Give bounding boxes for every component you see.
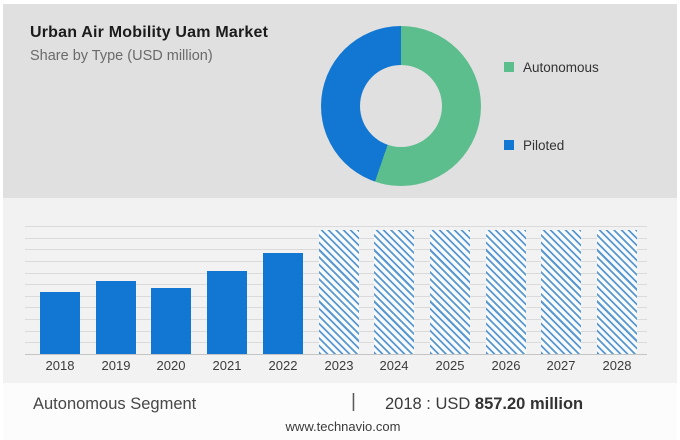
bar-2019 — [96, 281, 136, 354]
bar-2026-forecast — [486, 230, 526, 354]
bar-2025-forecast — [430, 230, 470, 354]
x-axis-labels: 2018 2019 2020 2021 2022 2023 2024 2025 2026 2027… — [25, 358, 647, 376]
x-tick-label-2026: 2026 — [491, 358, 521, 373]
bar-2021 — [207, 271, 247, 354]
donut-hole — [360, 65, 442, 147]
bar-chart-plot-area — [25, 226, 647, 355]
x-tick-label-2025: 2025 — [435, 358, 465, 373]
x-tick-label-2021: 2021 — [212, 358, 242, 373]
page-subtitle: Share by Type (USD million) — [30, 48, 213, 64]
legend-item-piloted: Piloted — [504, 137, 565, 153]
segment-label: Autonomous Segment — [33, 395, 197, 413]
x-tick-label-2018: 2018 — [45, 358, 75, 373]
market-value: 2018 : USD 857.20 million — [385, 395, 583, 414]
x-tick-label-2027: 2027 — [546, 358, 576, 373]
value-prefix: 2018 : USD — [385, 395, 475, 413]
x-axis-line — [25, 354, 647, 355]
bar-chart-panel: 2018 2019 2020 2021 2022 2023 2024 2025 2026 2027… — [3, 198, 677, 383]
gridline — [25, 226, 647, 227]
bar-2023-forecast — [319, 230, 359, 354]
legend-swatch-green — [504, 62, 514, 72]
legend-item-autonomous: Autonomous — [504, 59, 599, 75]
value-amount: 857.20 million — [474, 395, 584, 413]
legend-label-piloted: Piloted — [523, 137, 565, 153]
bar-2027-forecast — [541, 230, 581, 354]
x-tick-label-2020: 2020 — [156, 358, 186, 373]
legend-swatch-blue — [504, 140, 514, 150]
x-tick-label-2019: 2019 — [101, 358, 131, 373]
separator-bar: | — [351, 391, 356, 412]
bar-2024-forecast — [374, 230, 414, 354]
x-tick-label-2022: 2022 — [268, 358, 298, 373]
donut-chart — [321, 26, 481, 186]
legend-label-autonomous: Autonomous — [523, 59, 599, 75]
header-panel: Urban Air Mobility Uam Market Share by T… — [3, 4, 677, 198]
footer-panel: Autonomous Segment | 2018 : USD 857.20 m… — [3, 383, 677, 440]
bar-2028-forecast — [597, 230, 637, 354]
x-tick-label-2023: 2023 — [324, 358, 354, 373]
x-tick-label-2024: 2024 — [379, 358, 409, 373]
bar-2022 — [263, 253, 303, 354]
bar-2020 — [151, 288, 191, 354]
page-title: Urban Air Mobility Uam Market — [30, 24, 269, 41]
website-link[interactable]: www.technavio.com — [285, 419, 401, 434]
bar-2018 — [40, 292, 80, 354]
x-tick-label-2028: 2028 — [602, 358, 632, 373]
